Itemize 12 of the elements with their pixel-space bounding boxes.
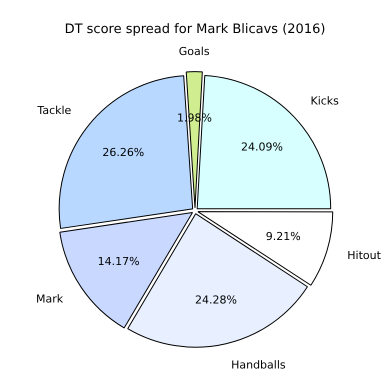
slice-label: Hitout [347, 248, 382, 262]
slice-label: Goals [178, 44, 210, 58]
data-label: 24.09% [240, 140, 283, 154]
slice-label: Mark [36, 292, 64, 306]
data-label: 24.28% [194, 293, 237, 306]
data-label: 9.21% [266, 230, 301, 243]
slice-label: Kicks [310, 94, 340, 108]
data-label: 14.17% [98, 255, 140, 268]
data-label: 26.26% [102, 146, 144, 159]
slice-label: Handballs [231, 358, 286, 372]
slice-label: Tackle [36, 104, 72, 117]
chart-title: DT score spread for Mark Blicavs (2016) [64, 22, 326, 38]
